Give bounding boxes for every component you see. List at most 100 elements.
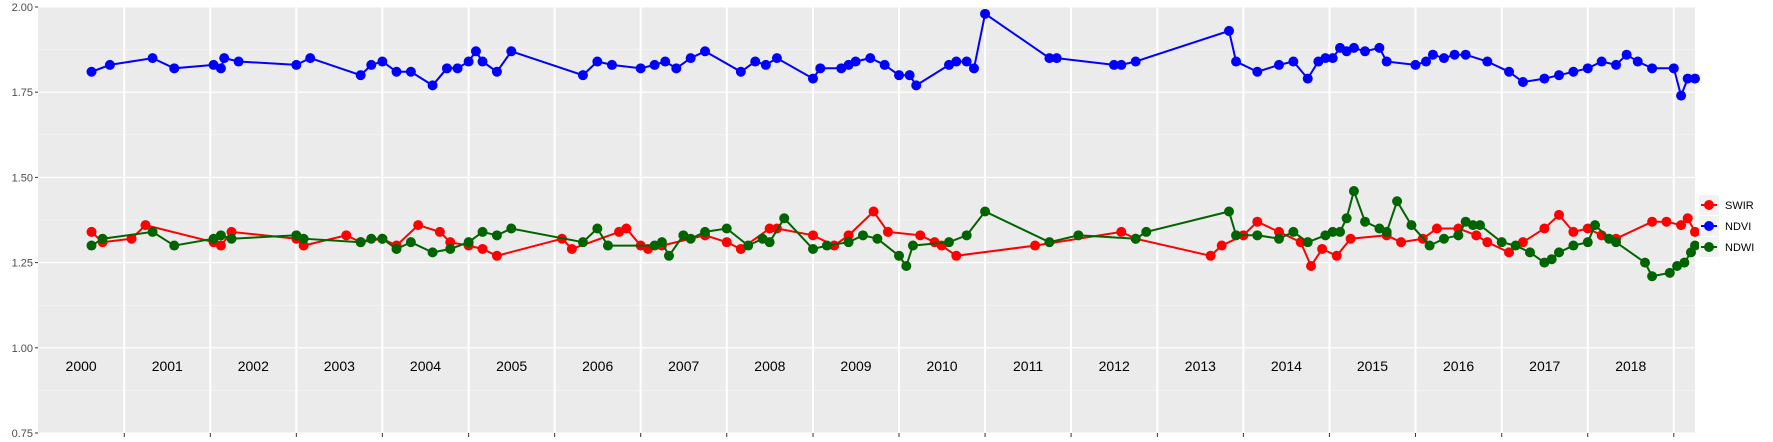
year-label: 2018 xyxy=(1615,358,1646,374)
data-point-ndwi xyxy=(1664,267,1675,278)
y-tick-label: 0.75 xyxy=(12,428,33,440)
data-point-ndvi xyxy=(980,8,991,19)
data-point-ndvi xyxy=(1611,59,1622,70)
year-label: 2012 xyxy=(1099,358,1130,374)
year-label: 2011 xyxy=(1013,358,1043,374)
data-point-ndvi xyxy=(750,56,761,67)
data-point-ndwi xyxy=(857,230,868,241)
year-label: 2002 xyxy=(238,358,269,374)
data-point-ndvi xyxy=(815,63,826,74)
data-point-ndvi xyxy=(1381,56,1392,67)
data-point-ndwi xyxy=(663,250,674,261)
data-point-ndvi xyxy=(147,53,158,64)
data-point-ndwi xyxy=(700,226,711,237)
data-point-ndwi xyxy=(961,230,972,241)
data-point-ndvi xyxy=(1568,66,1579,77)
data-point-swir xyxy=(86,226,97,237)
year-label: 2003 xyxy=(324,358,355,374)
data-point-ndvi xyxy=(968,63,979,74)
data-point-ndwi xyxy=(1438,233,1449,244)
data-point-ndwi xyxy=(86,240,97,251)
data-point-ndvi xyxy=(1252,66,1263,77)
data-point-ndwi xyxy=(1348,186,1359,197)
data-point-ndwi xyxy=(872,233,883,244)
data-point-ndvi xyxy=(291,59,302,70)
data-point-swir xyxy=(491,250,502,261)
data-point-ndvi xyxy=(1553,70,1564,81)
data-point-ndwi xyxy=(901,261,912,272)
data-point-ndwi xyxy=(1288,226,1299,237)
data-point-ndvi xyxy=(215,63,226,74)
data-point-ndwi xyxy=(721,223,732,234)
data-point-ndvi xyxy=(735,66,746,77)
data-point-ndvi xyxy=(1224,25,1235,36)
data-point-swir xyxy=(126,233,137,244)
year-label: 2008 xyxy=(754,358,785,374)
data-point-ndwi xyxy=(427,247,438,258)
data-point-swir xyxy=(434,226,445,237)
year-label: 2014 xyxy=(1271,358,1302,374)
data-point-ndvi xyxy=(1320,53,1331,64)
data-point-ndwi xyxy=(821,240,832,251)
data-point-ndwi xyxy=(1406,220,1417,231)
data-point-ndwi xyxy=(1546,254,1557,265)
data-point-ndwi xyxy=(1611,237,1622,248)
data-point-ndvi xyxy=(1668,63,1679,74)
data-point-ndvi xyxy=(1288,56,1299,67)
data-point-ndvi xyxy=(405,66,416,77)
data-point-ndvi xyxy=(685,53,696,64)
data-point-ndwi xyxy=(147,226,158,237)
data-point-ndvi xyxy=(1676,90,1687,101)
data-point-ndwi xyxy=(1679,257,1690,268)
data-point-ndwi xyxy=(445,243,456,254)
data-point-swir xyxy=(1345,233,1356,244)
x-axis: 2000 2001 2002 2003 2004 2005 2006 2007 2008 2009… xyxy=(66,358,1675,437)
data-point-ndvi xyxy=(452,63,463,74)
data-point-swir xyxy=(1504,247,1515,258)
data-point-ndvi xyxy=(169,63,180,74)
data-point-swir xyxy=(621,223,632,234)
data-point-ndwi xyxy=(1496,237,1507,248)
data-point-swir xyxy=(1676,220,1687,231)
data-point-ndvi xyxy=(904,70,915,81)
data-point-ndwi xyxy=(1360,216,1371,227)
y-tick-label: 1.25 xyxy=(12,258,33,270)
year-label: 2009 xyxy=(840,358,871,374)
data-point-ndwi xyxy=(1073,230,1084,241)
data-point-ndwi xyxy=(1453,230,1464,241)
data-point-ndwi xyxy=(506,223,517,234)
data-point-ndvi xyxy=(1632,56,1643,67)
data-point-ndwi xyxy=(1252,230,1263,241)
data-point-ndwi xyxy=(463,237,474,248)
data-point-ndvi xyxy=(366,59,377,70)
legend-key-ndwi xyxy=(1704,242,1714,252)
data-point-swir xyxy=(1690,226,1700,237)
y-tick-label: 1.50 xyxy=(12,172,33,184)
legend-label-swir: SWIR xyxy=(1725,200,1754,212)
data-point-ndwi xyxy=(1582,237,1593,248)
data-point-ndwi xyxy=(1341,213,1352,224)
data-point-ndvi xyxy=(807,73,818,84)
y-tick-label: 1.75 xyxy=(12,87,33,99)
data-point-swir xyxy=(215,240,226,251)
data-point-ndvi xyxy=(1647,63,1658,74)
data-point-ndvi xyxy=(1482,56,1493,67)
year-label: 2004 xyxy=(410,358,441,374)
data-point-ndwi xyxy=(807,243,818,254)
year-label: 2016 xyxy=(1443,358,1474,374)
major-gridlines xyxy=(38,6,1695,434)
data-point-swir xyxy=(413,220,424,231)
data-point-swir xyxy=(1216,240,1227,251)
legend: SWIR NDVI NDWI xyxy=(1699,195,1754,257)
data-point-ndvi xyxy=(700,46,711,57)
data-point-ndwi xyxy=(215,230,226,241)
data-point-ndvi xyxy=(577,70,588,81)
data-point-ndwi xyxy=(592,223,603,234)
data-point-ndvi xyxy=(1427,49,1438,60)
data-point-swir xyxy=(341,230,352,241)
year-label: 2001 xyxy=(152,358,183,374)
data-point-ndvi xyxy=(951,56,962,67)
data-point-swir xyxy=(1331,250,1342,261)
series-layer xyxy=(86,8,1700,282)
data-point-ndvi xyxy=(1348,42,1359,53)
